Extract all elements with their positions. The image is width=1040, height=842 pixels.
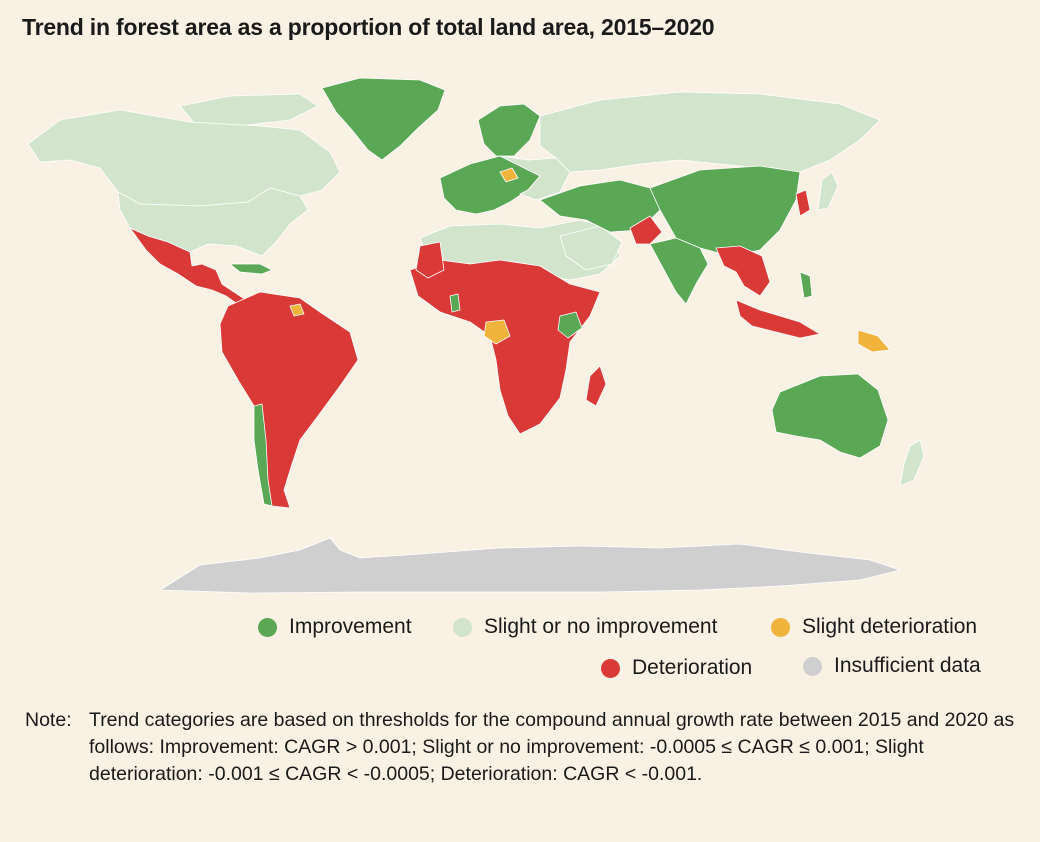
region-scandinavia	[477, 103, 541, 157]
region-europe-east	[499, 155, 571, 201]
legend: Improvement Slight or no improvement Sli…	[0, 610, 1040, 690]
footnote: Note: Trend categories are based on thre…	[25, 707, 1015, 788]
legend-swatch-slight-deterioration	[771, 617, 790, 637]
region-caribbean	[229, 263, 273, 275]
legend-item-slight-improvement: Slight or no improvement	[453, 615, 717, 639]
region-india	[649, 237, 709, 305]
legend-swatch-slight-improvement	[453, 617, 472, 637]
region-papua	[857, 329, 891, 353]
region-philippines	[799, 271, 813, 299]
region-indonesia	[735, 299, 821, 339]
region-russia	[539, 91, 881, 173]
legend-item-slight-deterioration: Slight deterioration	[771, 615, 977, 639]
region-japan	[817, 171, 839, 211]
region-north-africa-red	[415, 241, 445, 279]
region-se-asia	[715, 245, 771, 297]
world-map	[0, 60, 1040, 610]
footnote-label: Note:	[25, 709, 72, 731]
region-pakistan	[629, 215, 663, 245]
region-europe-west	[439, 155, 541, 215]
world-map-svg	[27, 77, 925, 594]
region-china	[649, 165, 801, 257]
footnote-text: Trend categories are based on thresholds…	[89, 709, 1015, 785]
legend-label-slight-deterioration: Slight deterioration	[802, 615, 978, 638]
legend-label-deterioration: Deterioration	[632, 656, 753, 679]
legend-label-insufficient-data: Insufficient data	[834, 654, 981, 677]
region-guiana	[289, 303, 305, 317]
region-australia	[771, 373, 889, 459]
region-greenland	[321, 77, 446, 161]
region-chile-uruguay	[253, 403, 273, 507]
region-west-africa-green	[449, 293, 461, 313]
region-south-america	[219, 291, 359, 509]
region-africa	[409, 259, 601, 435]
region-east-africa-green	[557, 311, 583, 339]
region-balkans	[499, 167, 519, 183]
region-new-zealand	[899, 439, 925, 487]
legend-item-insufficient-data: Insufficient data	[803, 654, 981, 678]
region-mexico-central-america	[129, 227, 247, 307]
legend-item-improvement: Improvement	[258, 615, 412, 639]
legend-label-improvement: Improvement	[289, 615, 412, 638]
legend-item-deterioration: Deterioration	[601, 656, 752, 680]
region-central-africa-yellow	[483, 319, 511, 345]
map-title: Trend in forest area as a proportion of …	[22, 14, 715, 40]
region-madagascar	[585, 365, 607, 407]
legend-label-slight-improvement: Slight or no improvement	[484, 615, 718, 638]
region-antarctica	[159, 537, 901, 594]
legend-swatch-improvement	[258, 617, 277, 637]
legend-swatch-deterioration	[601, 658, 620, 678]
region-korea	[795, 189, 811, 217]
region-canada	[27, 109, 341, 207]
legend-swatch-insufficient-data	[803, 656, 822, 676]
